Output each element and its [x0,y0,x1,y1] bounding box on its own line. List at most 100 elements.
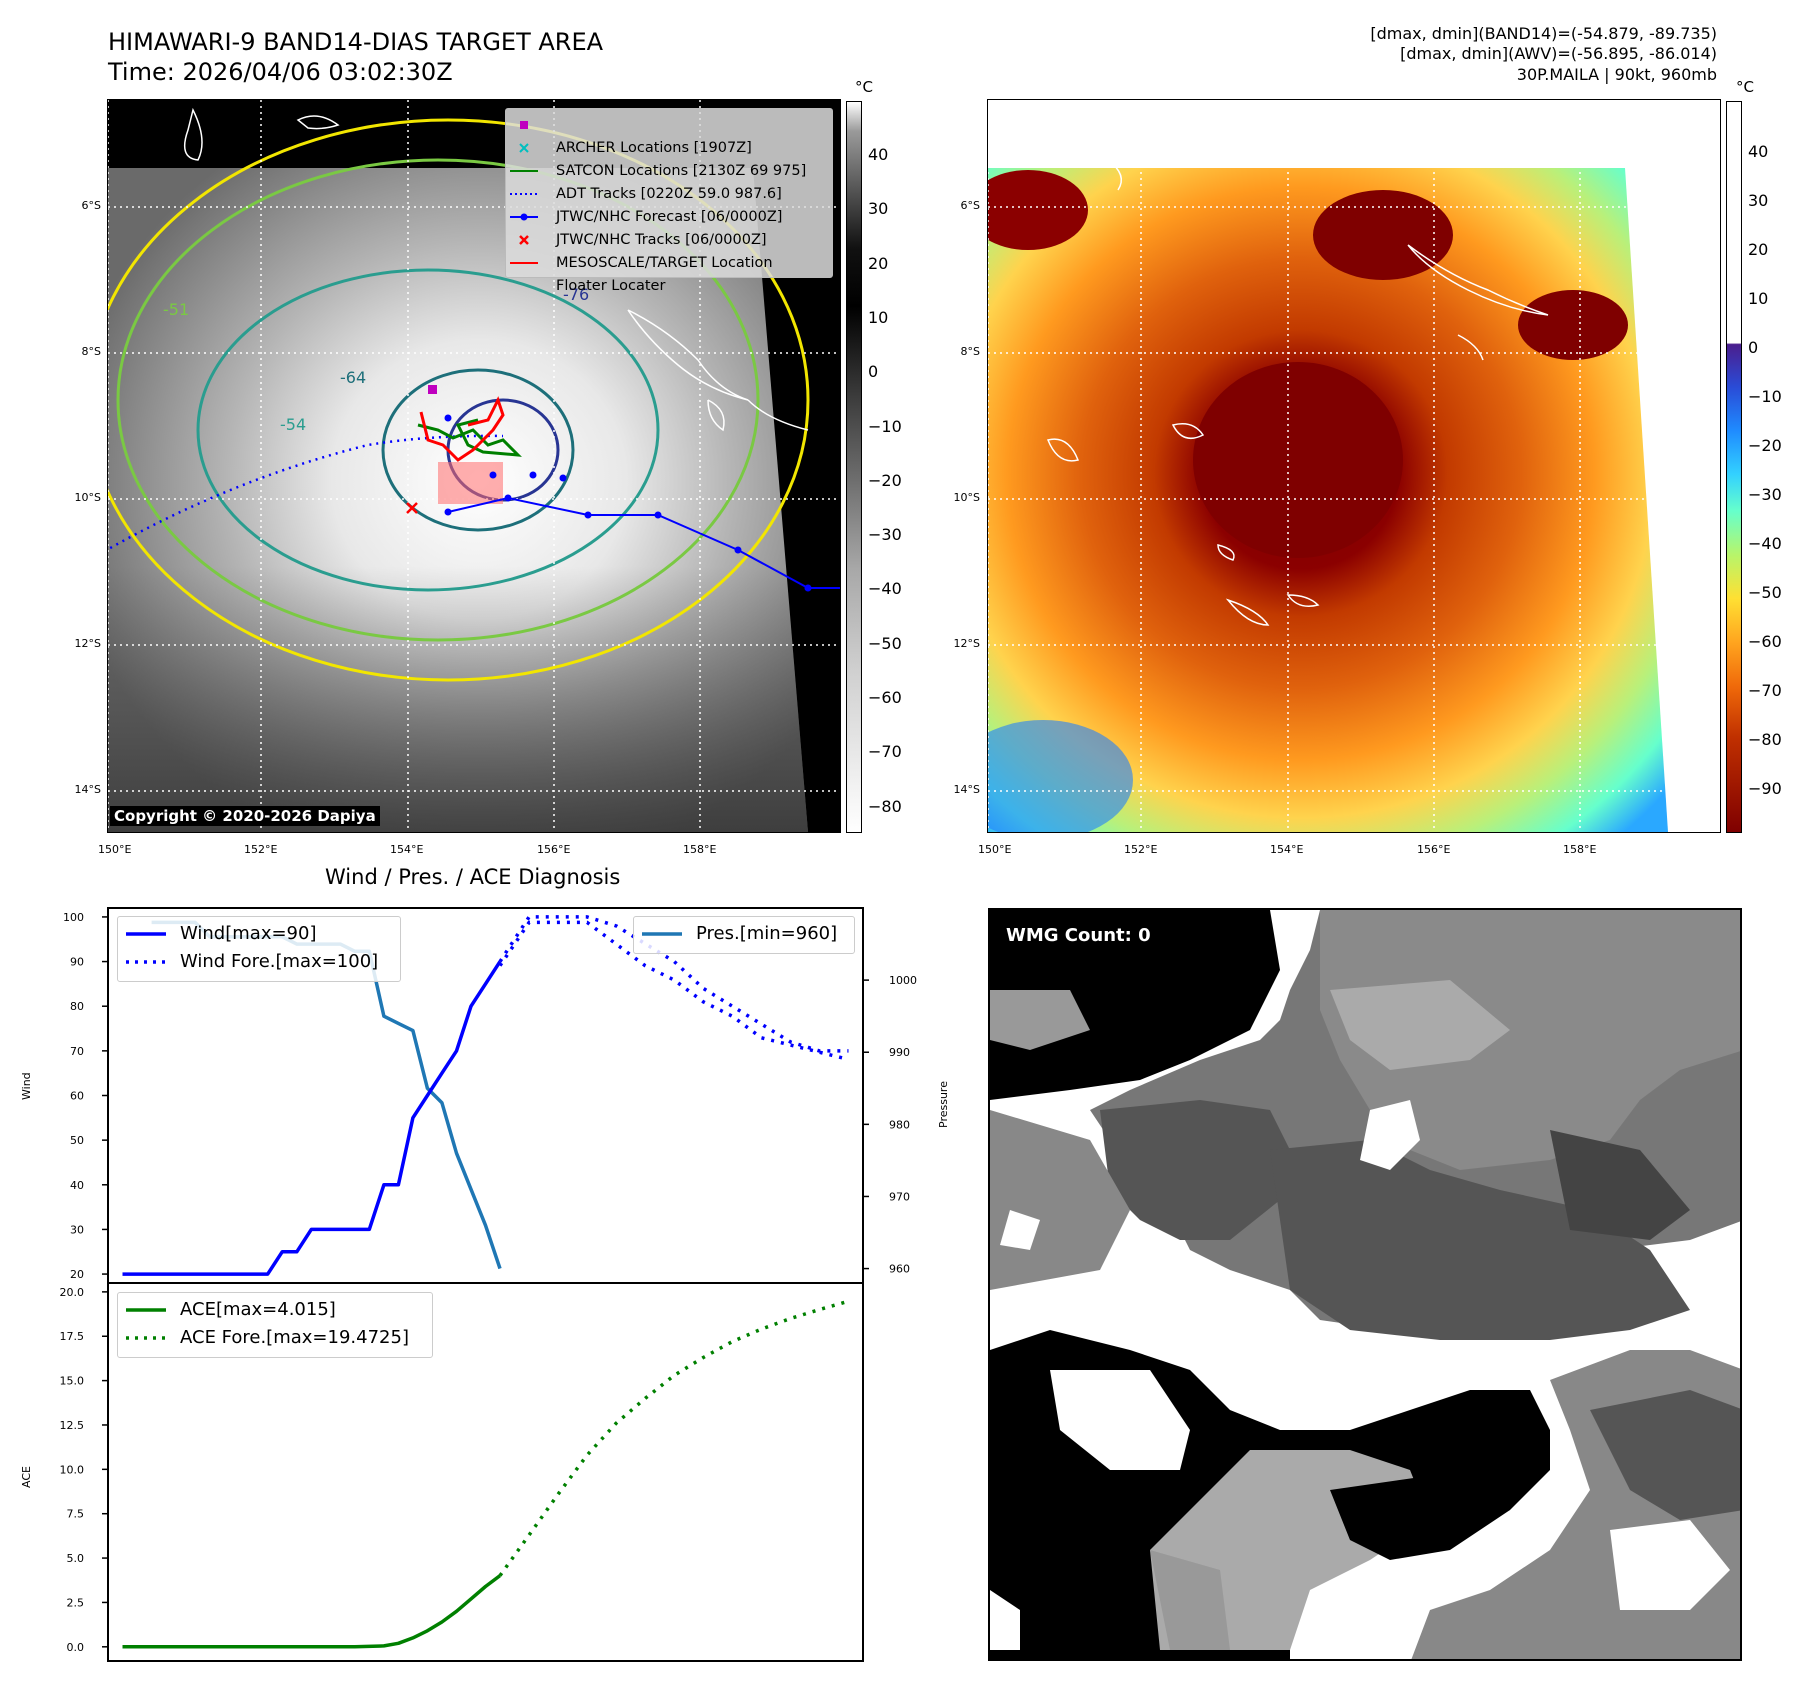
ir-colorbar-tick: 30 [868,199,889,219]
awv-lon-label: 156°E [1417,843,1451,856]
ace-tick-label: 10.0 [60,1463,85,1476]
wmg-count-label: WMG Count: 0 [998,922,1159,949]
legend-target-swatch [519,235,529,245]
awv-map-frame [987,99,1721,833]
pressure-tick-label: 960 [889,1263,910,1276]
info-line2: [dmax, dmin](AWV)=(-56.895, -86.014) [1400,44,1717,63]
ace-tick-label: 15.0 [60,1375,85,1388]
ir-colorbar-tick: −10 [868,416,902,436]
awv-lon-label: 150°E [978,843,1012,856]
ir-lat-label: 6°S [81,199,101,212]
legend-tracks-label: JTWC/NHC Tracks [06/0000Z] [556,232,767,248]
awv-colorbar-tick: −60 [1748,632,1782,651]
wind-tick-label: 20 [70,1268,84,1281]
wind-tick-label: 90 [70,956,84,969]
wind-tick-label: 30 [70,1223,84,1236]
awv-colorbar-tick: −90 [1748,779,1782,798]
contour-label-64: -64 [340,368,366,387]
pressure-tick-label: 990 [889,1046,910,1059]
adt-track [417,418,522,457]
figure-title-line1: HIMAWARI-9 BAND14-DIAS TARGET AREA [108,28,604,56]
legend-ace-fore-label: ACE Fore.[max=19.4725] [180,1327,409,1348]
legend-ace-label: ACE[max=4.015] [180,1299,336,1320]
legend-pres-label: Pres.[min=960] [696,923,838,944]
awv-lat-label: 14°S [953,783,980,796]
wind-tick-label: 40 [70,1179,84,1192]
ir-colorbar-unit: °C [855,78,873,96]
archer-marker [428,385,437,394]
ir-lon-label: 154°E [390,843,424,856]
ir-colorbar-tick: 40 [868,145,889,164]
pressure-tick-label: 980 [889,1118,910,1131]
awv-colorbar-tick: −70 [1748,681,1782,700]
wind-line [122,960,502,1276]
ir-satellite-map: -76 -64 -54 -51 [108,100,840,832]
wind-tick-label: 70 [70,1045,84,1058]
ir-colorbar-tick: −30 [868,525,902,545]
legend-forecast-label: JTWC/NHC Forecast [06/0000Z] [556,209,783,225]
ir-lon-label: 150°E [98,843,132,856]
wind-tick-label: 50 [70,1134,84,1147]
ace-tick-label: 12.5 [60,1419,85,1432]
ir-colorbar-tick: −40 [868,579,902,599]
ir-lon-label: 158°E [683,843,717,856]
ace-tick-label: 5.0 [67,1552,85,1565]
floater-track [419,396,505,462]
ace-tick-label: 0.0 [67,1641,85,1654]
pressure-tick-label: 1000 [889,974,917,987]
wmg-panel: WMG Count: 0 [988,908,1742,1661]
ir-colorbar-tick: −80 [868,796,902,816]
ir-lat-label: 8°S [81,345,101,358]
legend-archer-swatch [520,121,528,129]
awv-colorbar-tick: −10 [1748,387,1782,406]
contour-label-76: -76 [563,285,589,304]
ir-colorbar-tick: −70 [868,742,902,762]
awv-colorbar-tick: 20 [1748,240,1769,259]
awv-colorbar-tick: 30 [1748,191,1769,210]
ir-map-frame [107,99,841,833]
pressure-tick-label: 970 [889,1190,910,1203]
legend-floater-label: Floater Locater [556,278,666,294]
legend-satcon-swatch [519,143,529,153]
ir-colorbar-tick: 10 [868,307,889,327]
ace-tick-label: 7.5 [67,1508,85,1521]
legend-archer-label: ARCHER Locations [1907Z] [556,140,752,156]
pressure-forecast-line [498,920,849,1062]
ir-colorbar-tick: 0 [868,362,879,382]
awv-colorbar-tick: −30 [1748,485,1782,504]
ir-colorbar-tick: 20 [868,253,889,273]
ir-lon-label: 152°E [244,843,278,856]
ir-colorbar [846,101,862,833]
awv-colorbar [1726,101,1742,833]
ace-tick-label: 17.5 [60,1330,85,1343]
contour-label-51: -51 [163,300,189,319]
ir-lat-label: 12°S [74,637,101,650]
pressure-legend: Pres.[min=960] [633,916,855,954]
ace-plot-frame [107,1282,864,1662]
legend-target-label: MESOSCALE/TARGET Location [556,255,773,271]
ir-colorbar-tick: −20 [868,470,902,490]
awv-colorbar-tick: −80 [1748,730,1782,749]
jtwc-forecast-track [108,434,504,551]
ir-lon-label: 156°E [537,843,571,856]
ir-colorbar-tick: −60 [868,688,902,707]
legend-satcon-label: SATCON Locations [2130Z 69 975] [556,163,807,179]
awv-lat-label: 8°S [960,345,980,358]
ir-legend: ARCHER Locations [1907Z] SATCON Location… [505,108,833,294]
ir-lat-label: 14°S [74,783,101,796]
awv-satellite-map [988,100,1720,832]
legend-wind-label: Wind[max=90] [180,923,317,944]
awv-lat-label: 6°S [960,199,980,212]
target-marker [406,502,418,514]
ace-line [122,1574,502,1649]
awv-colorbar-tick: −50 [1748,583,1782,602]
wind-tick-label: 60 [70,1090,84,1103]
awv-lat-label: 10°S [953,491,980,504]
wind-tick-label: 100 [63,911,84,924]
awv-lon-label: 158°E [1563,843,1597,856]
ace-tick-label: 2.5 [67,1596,85,1609]
contour-label-54: -54 [280,415,306,434]
awv-lon-label: 152°E [1124,843,1158,856]
info-line3: 30P.MAILA | 90kt, 960mb [1516,65,1717,84]
